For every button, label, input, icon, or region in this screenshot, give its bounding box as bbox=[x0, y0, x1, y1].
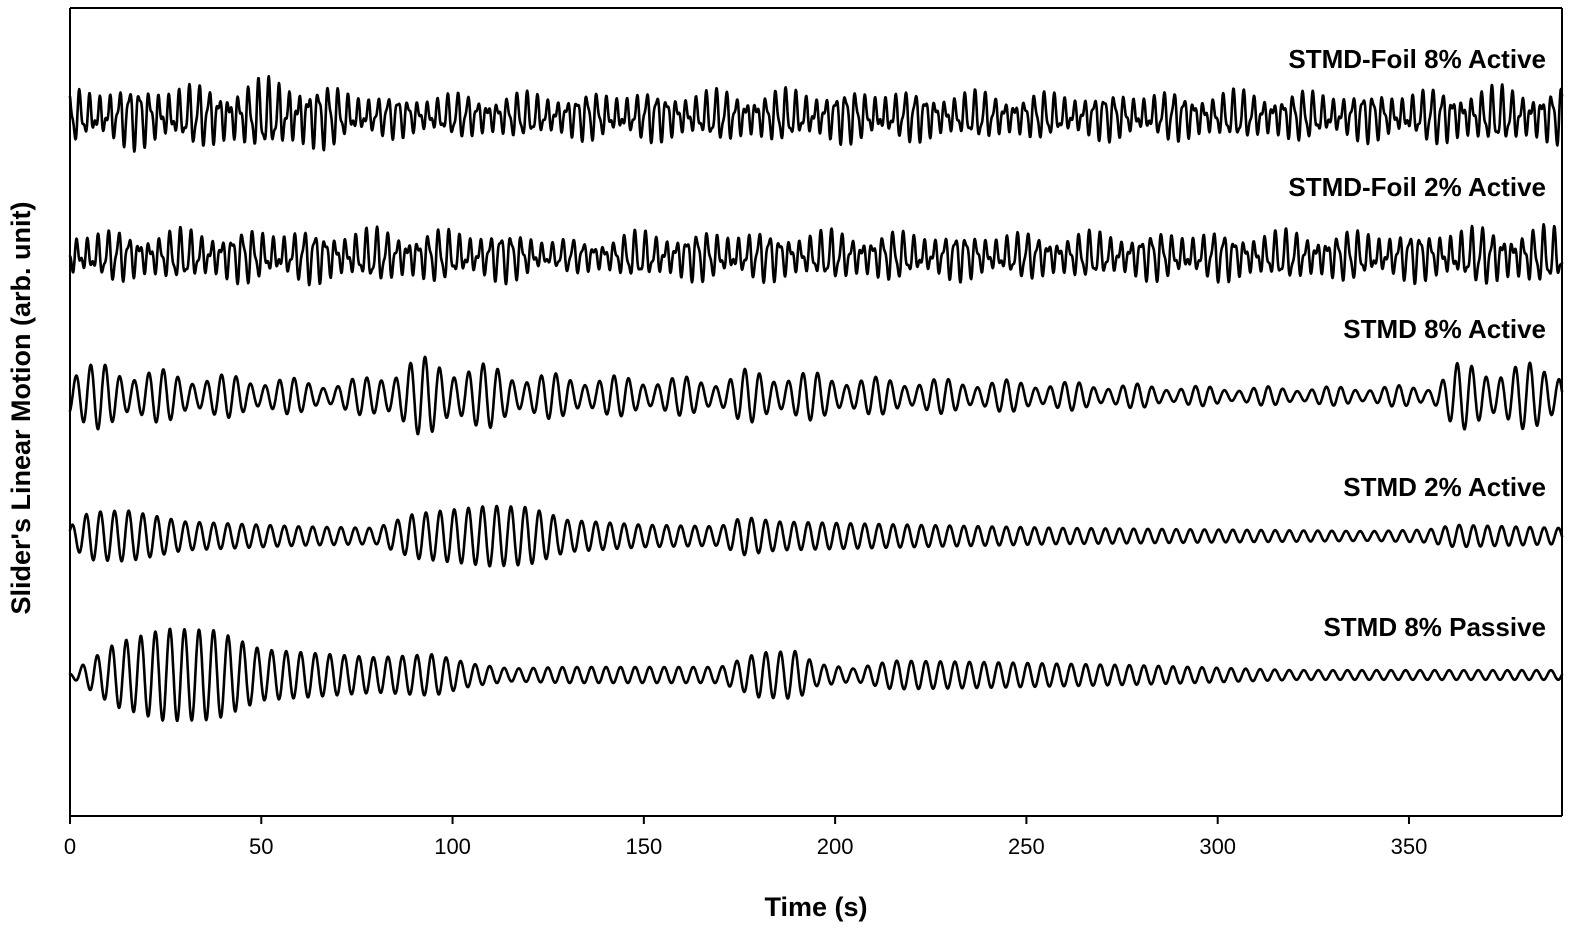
series-line bbox=[68, 74, 1564, 153]
x-tick-label: 250 bbox=[1008, 834, 1045, 859]
x-axis-label: Time (s) bbox=[764, 892, 867, 922]
x-tick-label: 350 bbox=[1391, 834, 1428, 859]
series-label: STMD 8% Passive bbox=[1323, 612, 1546, 642]
x-tick-label: 150 bbox=[625, 834, 662, 859]
x-tick-label: 50 bbox=[249, 834, 273, 859]
series-line bbox=[68, 223, 1564, 287]
x-tick-label: 100 bbox=[434, 834, 471, 859]
x-tick-label: 0 bbox=[64, 834, 76, 859]
series-labels: STMD-Foil 8% Active STMD-Foil 2% Active ST… bbox=[1288, 44, 1546, 642]
x-axis: 0 50 100 150 200 250 300 350 bbox=[64, 816, 1427, 859]
series-line bbox=[68, 627, 1564, 723]
series-label: STMD-Foil 2% Active bbox=[1288, 172, 1546, 202]
series-line bbox=[68, 504, 1564, 568]
traces bbox=[68, 74, 1564, 723]
series-label: STMD-Foil 8% Active bbox=[1288, 44, 1546, 74]
x-tick-label: 200 bbox=[817, 834, 854, 859]
series-label: STMD 2% Active bbox=[1343, 472, 1546, 502]
series-line bbox=[68, 355, 1564, 436]
y-axis-label: Slider's Linear Motion (arb. unit) bbox=[6, 202, 36, 615]
x-tick-label: 300 bbox=[1199, 834, 1236, 859]
series-label: STMD 8% Active bbox=[1343, 314, 1546, 344]
